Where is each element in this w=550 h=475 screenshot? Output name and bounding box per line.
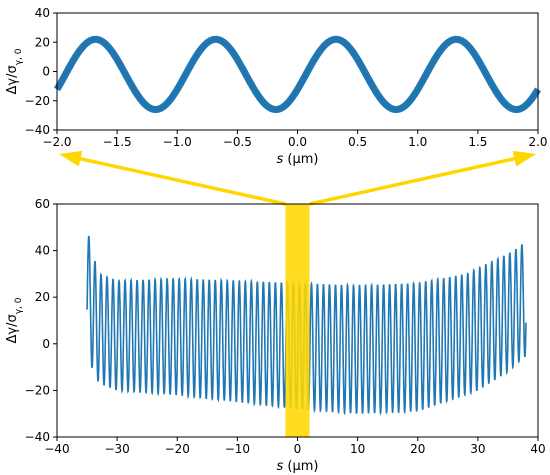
top-plot-frame <box>56 12 539 131</box>
top-y-ticks: −40 −20 0 20 40 <box>25 6 57 137</box>
top-series-line <box>53 35 541 114</box>
bot-x-tick-label: 40 <box>530 442 545 456</box>
left-zoom-arrow <box>59 150 286 206</box>
bot-x-tick-label: −10 <box>225 442 250 456</box>
bottom-x-ticks: −40 −30 −20 −10 0 10 20 30 40 <box>44 437 546 456</box>
top-x-tick-label: −1.0 <box>163 135 192 149</box>
top-x-tick-label: 1.5 <box>468 135 487 149</box>
bot-y-tick-label: 20 <box>35 290 50 304</box>
bot-x-tick-label: −20 <box>165 442 190 456</box>
top-sinusoid-band <box>53 35 541 114</box>
bot-x-tick-label: 20 <box>410 442 425 456</box>
bot-x-tick-label: 10 <box>350 442 365 456</box>
bot-x-tick-label: 30 <box>470 442 485 456</box>
bot-y-tick-label: 60 <box>35 197 50 211</box>
top-x-tick-label: 1.0 <box>408 135 427 149</box>
bot-y-tick-label: 40 <box>35 244 50 258</box>
bot-x-tick-label: −40 <box>44 442 69 456</box>
top-x-axis-label: s (μm) <box>277 152 319 167</box>
top-x-tick-label: −2.0 <box>42 135 71 149</box>
top-x-tick-label: 2.0 <box>528 135 547 149</box>
top-y-tick-label: 0 <box>42 65 50 79</box>
top-panel: −40 −20 0 20 40 −2.0 −1.5 −1.0 −0.5 0.0 0.5 1.0 1.5… <box>5 6 548 167</box>
right-zoom-arrow <box>309 150 536 206</box>
bot-y-tick-label: −20 <box>25 383 50 397</box>
bottom-y-ticks: −40 −20 0 20 40 60 <box>25 197 57 444</box>
top-y-axis-label: Δγ/σγ, 0 <box>5 48 24 94</box>
top-x-tick-label: −1.5 <box>103 135 132 149</box>
top-y-tick-label: −40 <box>25 123 50 137</box>
bot-x-tick-label: −30 <box>104 442 129 456</box>
top-sinusoid-core <box>56 38 539 111</box>
bot-y-tick-label: −40 <box>25 430 50 444</box>
top-y-tick-label: 20 <box>35 35 50 49</box>
top-x-tick-label: 0.0 <box>288 135 307 149</box>
bottom-panel: −40 −20 0 20 40 60 −40 −30 −20 −10 0 10 20 30 40 Δγ/σ… <box>5 197 546 474</box>
top-y-tick-label: 40 <box>35 6 50 20</box>
bottom-x-axis-label: s (μm) <box>277 459 319 474</box>
highlight-band <box>285 204 310 437</box>
bottom-plot-frame <box>56 203 539 438</box>
bot-y-tick-label: 0 <box>42 337 50 351</box>
top-x-tick-label: 0.5 <box>348 135 367 149</box>
top-y-tick-label: −20 <box>25 94 50 108</box>
bottom-y-axis-label: Δγ/σγ, 0 <box>5 297 24 343</box>
top-x-ticks: −2.0 −1.5 −1.0 −0.5 0.0 0.5 1.0 1.5 2.0 <box>42 130 548 149</box>
bot-x-tick-label: 0 <box>294 442 302 456</box>
zoom-arrows <box>59 150 536 206</box>
top-x-tick-label: −0.5 <box>223 135 252 149</box>
